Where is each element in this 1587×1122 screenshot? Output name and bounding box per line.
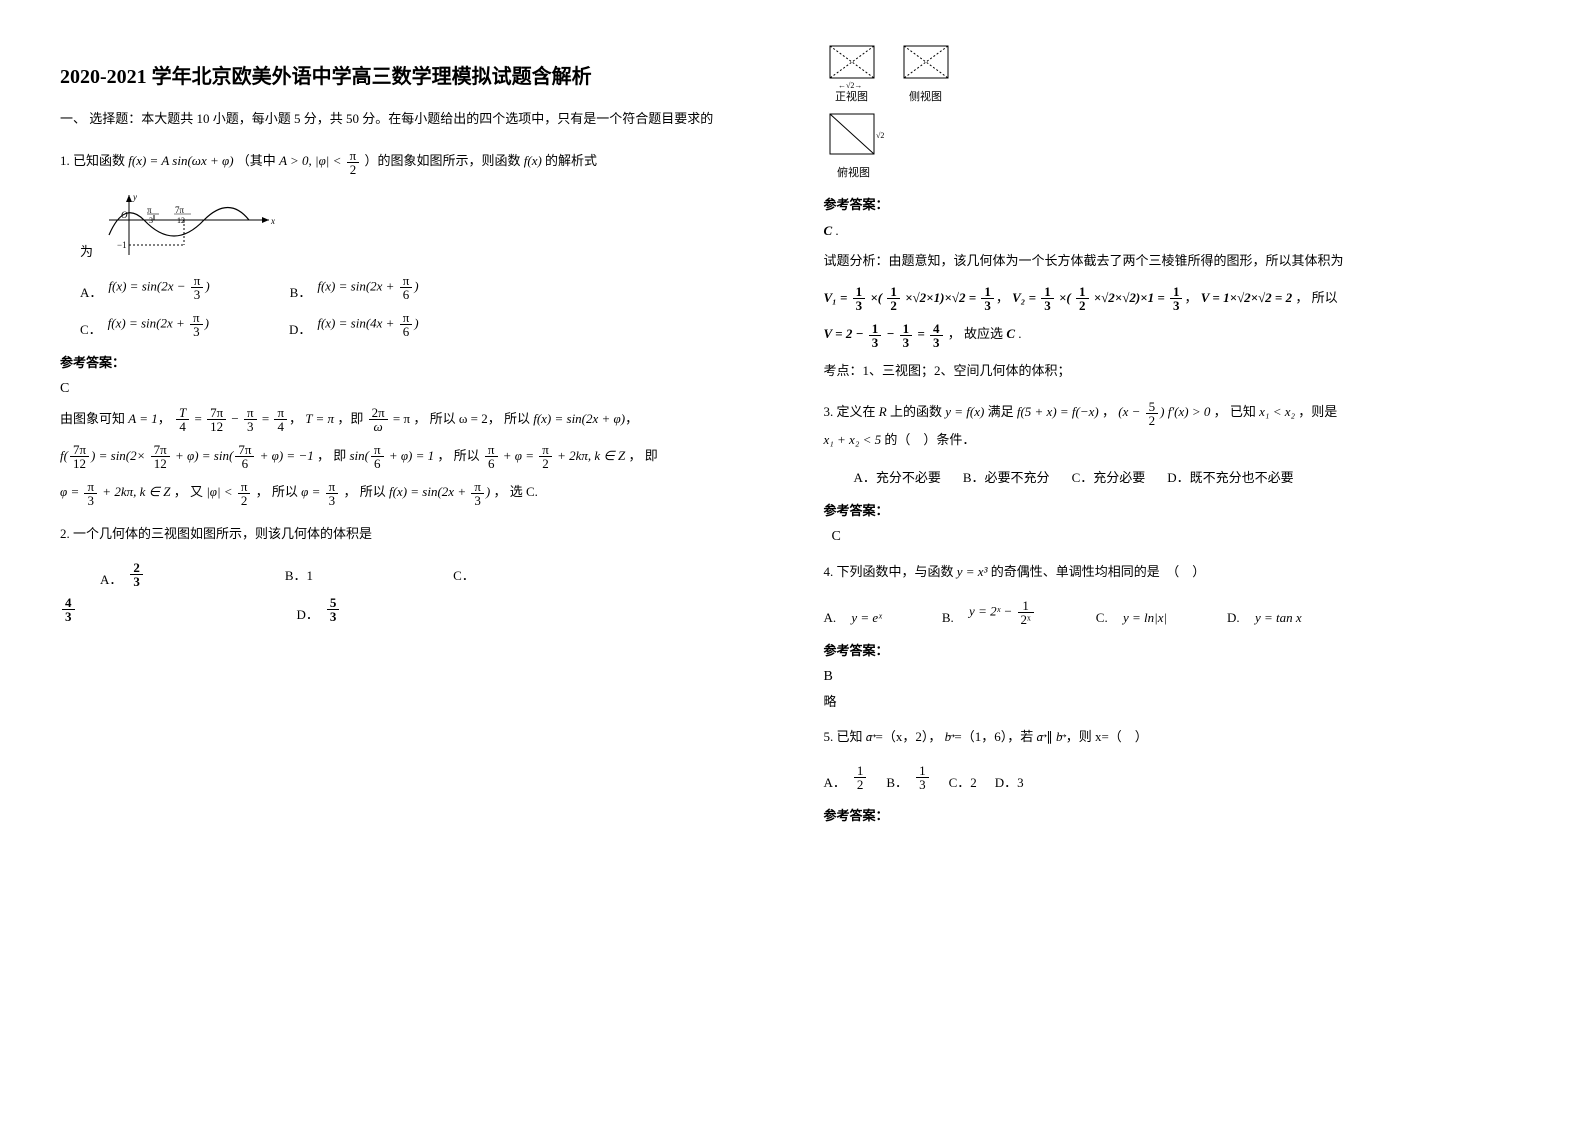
question-2-stem: 2. 一个几何体的三视图如图所示，则该几何体的体积是	[60, 521, 764, 547]
q5-option-c: C．2	[949, 772, 977, 791]
q1-lead: 1. 已知函数	[60, 153, 128, 168]
q2-option-b: B．1	[285, 565, 313, 584]
q1-option-a: A． f(x) = sin(2x − π3)	[80, 274, 210, 301]
sine-graph: x y O π 3 7π 12 −1	[99, 190, 279, 260]
q4-option-c: C. y = ln|x|	[1096, 610, 1167, 626]
q1-solution-3: φ = π3 + 2kπ, k ∈ Z ， 又 |φ| < π2 ， 所以 φ …	[60, 478, 764, 507]
q1-answer-label: 参考答案：	[60, 352, 764, 371]
q2-analysis: 试题分析：由题意知，该几何体为一个长方体截去了两个三棱锥所得的图形，所以其体积为	[824, 247, 1528, 276]
question-3: 3. 定义在 R 上的函数 y = f(x) 满足 f(5 + x) = f(−…	[824, 399, 1528, 453]
q3-option-b: B．必要不充分	[963, 467, 1050, 486]
vector-a: →a	[866, 729, 873, 744]
q1-options: A． f(x) = sin(2x − π3) B． f(x) = sin(2x …	[80, 274, 764, 301]
svg-text:y: y	[132, 192, 137, 202]
q1-mid: （其中	[237, 153, 279, 168]
q1-cond: A > 0, |φ| < π2	[279, 153, 364, 168]
q4-answer: B	[824, 669, 1528, 685]
q5-answer-label: 参考答案：	[824, 805, 1528, 824]
section-1-heading: 一、 选择题：本大题共 10 小题，每小题 5 分，共 50 分。在每小题给出的…	[60, 107, 764, 130]
svg-text:7π: 7π	[175, 205, 185, 215]
q2-option-c: C．	[453, 565, 475, 584]
q1-solution-1: 由图象可知 A = 1， T4 = 7π12 − π3 = π4， T = π …	[60, 405, 764, 434]
side-view: 侧视图	[898, 40, 954, 104]
q4-option-a: A. y = eˣ	[824, 610, 882, 626]
q3-option-c: C．充分必要	[1072, 467, 1146, 486]
question-1: 1. 已知函数 f(x) = A sin(ωx + φ) （其中 A > 0, …	[60, 148, 764, 176]
q1-wei: 为	[80, 241, 93, 260]
right-column: ←√2→ 正视图 侧视图 √2	[824, 40, 1528, 834]
svg-text:3: 3	[149, 216, 153, 225]
vector-b: →b	[945, 729, 952, 744]
q4-lue: 略	[824, 691, 1528, 710]
q5-option-a: A． 12	[824, 764, 869, 791]
q1-options-2: C． f(x) = sin(2x + π3) D． f(x) = sin(4x …	[80, 311, 764, 338]
q5-option-d: D．3	[995, 772, 1024, 791]
q4-option-d: D. y = tan x	[1227, 610, 1302, 626]
q5-options: A． 12 B． 13 C．2 D．3	[824, 764, 1528, 791]
q1-option-b: B． f(x) = sin(2x + π6)	[290, 274, 419, 301]
question-5: 5. 已知 →a =（x，2）， →b =（1，6），若 →a ∥ →b ，则 …	[824, 724, 1528, 750]
q2-answer: C .	[824, 223, 1528, 239]
top-view: √2 俯视图	[824, 108, 884, 180]
q3-answer-label: 参考答案：	[824, 500, 1528, 519]
q2-answer-label: 参考答案：	[824, 194, 1528, 213]
q4-options: A. y = eˣ B. y = 2ˣ − 12ˣ C. y = ln|x| D…	[824, 599, 1528, 626]
q1-fx: f(x) = A sin(ωx + φ)	[128, 153, 233, 168]
three-view-diagram: ←√2→ 正视图 侧视图 √2	[824, 40, 1528, 180]
svg-text:√2: √2	[876, 131, 884, 140]
left-column: 2020-2021 学年北京欧美外语中学高三数学理模拟试题含解析 一、 选择题：…	[60, 40, 764, 834]
q3-option-a: A．充分不必要	[854, 467, 941, 486]
svg-text:←√2→: ←√2→	[838, 81, 862, 88]
q3-option-d: D．既不充分也不必要	[1167, 467, 1293, 486]
q4-answer-label: 参考答案：	[824, 640, 1528, 659]
svg-text:−1: −1	[117, 240, 127, 250]
q5-option-b: B． 13	[886, 764, 930, 791]
q2-c-value: 43	[62, 596, 75, 623]
q4-option-b: B. y = 2ˣ − 12ˣ	[942, 599, 1036, 626]
q1-answer: C	[60, 381, 764, 397]
q3-answer: C	[832, 529, 1528, 545]
q2-volume-line: V₁ = 13 ×( 12 ×√2×1)×√2 = 13， V₂ = 13 ×(…	[824, 284, 1528, 313]
q1-solution-2: f(7π12) = sin(2× 7π12 + φ) = sin(7π6 + φ…	[60, 442, 764, 471]
q1-tail2: 的解析式	[545, 153, 597, 168]
q2-option-d: D． 53	[297, 596, 342, 623]
q1-option-d: D． f(x) = sin(4x + π6)	[289, 311, 419, 338]
q1-graph-row: 为 x y O π 3 7π 12 −1	[80, 190, 764, 260]
q1-fx2: f(x)	[524, 153, 542, 168]
question-4: 4. 下列函数中，与函数 y = x³ 的奇偶性、单调性均相同的是 （ ）	[824, 559, 1528, 585]
q2-option-a: A． 23	[100, 561, 145, 588]
q1-tail: ）的图象如图所示，则函数	[364, 153, 523, 168]
q2-kaodian: 考点：1、三视图；2、空间几何体的体积；	[824, 357, 1528, 386]
q2-row2: 43 D． 53	[60, 596, 764, 623]
svg-text:x: x	[270, 216, 275, 226]
q1-option-c: C． f(x) = sin(2x + π3)	[80, 311, 209, 338]
q2-volume-final: V = 2 − 13 − 13 = 43 ， 故应选 C .	[824, 320, 1528, 349]
page-title: 2020-2021 学年北京欧美外语中学高三数学理模拟试题含解析	[60, 60, 764, 89]
q2-row1: A． 23 B．1 C．	[100, 561, 764, 588]
svg-text:12: 12	[177, 216, 185, 225]
q3-options: A．充分不必要 B．必要不充分 C．充分必要 D．既不充分也不必要	[854, 467, 1528, 486]
front-view: ←√2→ 正视图	[824, 40, 880, 104]
svg-text:π: π	[147, 205, 152, 215]
